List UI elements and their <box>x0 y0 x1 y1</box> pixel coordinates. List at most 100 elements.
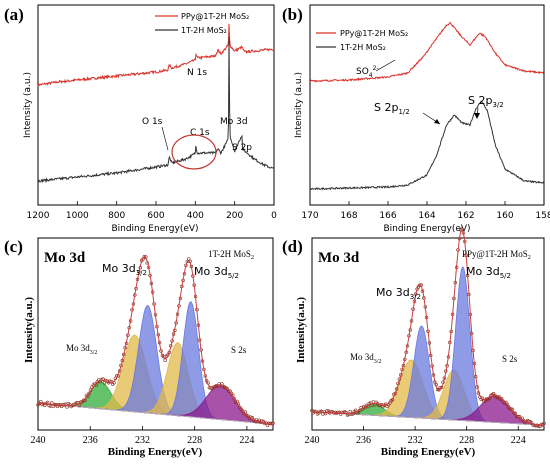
panel-c-mo3d32-small-label: Mo 3d3/2 <box>66 343 97 356</box>
panel-d-xlabel: Binding Energy(eV) <box>381 446 476 458</box>
raw-data-point <box>336 410 340 415</box>
raw-data-point <box>79 400 83 404</box>
xtick-label: 158 <box>535 211 550 221</box>
panel-d-sample-sub: 2 <box>528 255 531 261</box>
panel-b-s2p12-sub: 1/2 <box>398 108 409 116</box>
panel-a-s2p-label: S 2p <box>232 143 252 153</box>
xtick-label: 228 <box>187 435 202 446</box>
panel-b-letter: (b) <box>282 5 303 24</box>
panel-b-so4-pointer <box>375 59 396 72</box>
fit-baseline <box>312 411 544 426</box>
raw-data-point <box>509 407 513 412</box>
panel-a-legend-text-2: 1T-2H MoS₂ <box>181 26 227 35</box>
panel-c-mo3d32-main: Mo 3d <box>102 262 136 275</box>
xtick-label: 170 <box>301 211 318 221</box>
panel-b-so4-sup: 2- <box>373 65 379 72</box>
panel-c-mo3d52-main: Mo 3d <box>194 265 228 278</box>
panel-d-frame <box>311 237 545 431</box>
xtick-label: 400 <box>187 211 204 221</box>
panel-a-series <box>37 23 275 184</box>
panel-d-sample: PPy@1T-2H MoS2 <box>462 249 531 261</box>
panel-a-xlabel: Binding Energy(eV) <box>111 224 198 234</box>
raw-data-point <box>225 387 230 391</box>
panel-c-xticks: 240 236 232 228 224 <box>31 426 254 446</box>
raw-data-point <box>81 398 86 402</box>
xtick-label: 168 <box>340 211 357 221</box>
panel-d-mo3d52-label: Mo 3d5/2 <box>466 265 511 280</box>
panel-b-so4-sub: 4 <box>369 72 373 79</box>
xtick-label: 200 <box>226 211 243 221</box>
xtick-label: 162 <box>457 211 474 221</box>
xtick-label: 236 <box>83 435 98 446</box>
panel-b-ylabel: Intensity (a.u.) <box>294 72 304 138</box>
panel-b-s2p12-main: S 2p <box>374 101 398 114</box>
panel-a-frame <box>37 4 275 206</box>
panel-c-mo3d32-small-main: Mo 3d <box>66 343 90 353</box>
raw-data-point <box>371 400 376 404</box>
raw-data-point <box>87 391 91 396</box>
panel-b-so4-label: SO42- <box>356 65 379 79</box>
panel-d-mo3d32-label: Mo 3d3/2 <box>376 286 421 301</box>
fit-envelope <box>312 228 544 426</box>
panel-a-o1s-pointer <box>161 126 169 151</box>
panel-b-legend-text-1: PPy@1T-2H MoS₂ <box>340 29 408 38</box>
panel-b-s2p32-arrowhead <box>474 113 480 119</box>
panel-c-s2s-label: S 2s <box>231 345 247 355</box>
panel-c-sample: 1T-2H MoS2 <box>208 249 254 261</box>
xtick-label: 1200 <box>27 211 50 221</box>
fit-baseline <box>37 402 273 425</box>
xtick-label: 0 <box>271 211 277 221</box>
panel-b-s2p12-arrowhead <box>434 119 440 124</box>
panel-b-s2p32-sub: 3/2 <box>492 101 503 109</box>
panel-a-ylabel: Intensity (a.u.) <box>23 72 33 138</box>
panel-d-title: Mo 3d <box>318 250 360 266</box>
xtick-label: 164 <box>418 211 435 221</box>
raw-data-point <box>232 397 237 401</box>
panel-c-ylabel: Intensity(a.u.) <box>23 297 35 363</box>
panel-b-xticks: 170 168 166 164 162 160 158 <box>301 201 550 221</box>
panel-c-mo3d52-sub: 5/2 <box>228 272 239 280</box>
raw-data-point <box>513 411 517 416</box>
raw-data-point <box>163 358 167 362</box>
panel-c-components <box>36 254 275 428</box>
panel-c-mo3d32-label: Mo 3d3/2 <box>102 262 147 277</box>
xtick-label: 240 <box>305 435 320 446</box>
panel-c-mo3d52-label: Mo 3d5/2 <box>194 265 239 280</box>
raw-data-point <box>516 414 520 419</box>
panel-b-legend-text-2: 1T-2H MoS₂ <box>340 43 386 52</box>
panel-b-series <box>309 21 545 191</box>
panel-a-legend-text-1: PPy@1T-2H MoS₂ <box>181 12 249 21</box>
raw-data-point <box>344 410 348 415</box>
series-line <box>309 21 545 83</box>
panel-c-mo3d32-sub: 3/2 <box>136 269 147 277</box>
xtick-label: 224 <box>511 435 526 446</box>
panel-c-title: Mo 3d <box>44 250 86 266</box>
panel-c-sample-main: 1T-2H MoS <box>208 249 251 259</box>
panel-d-components <box>310 227 546 429</box>
raw-data-point <box>246 414 250 418</box>
xtick-label: 236 <box>356 435 371 446</box>
panel-c-sample-sub: 2 <box>251 255 254 261</box>
panel-a-mo3d-label: Mo 3d <box>220 117 248 127</box>
fit-envelope <box>37 256 274 425</box>
raw-data-point <box>439 385 444 390</box>
panel-b-xlabel: Binding Energy(eV) <box>383 224 470 234</box>
panel-d-mo3d32-small-sub: 3/2 <box>374 359 382 365</box>
raw-data-point <box>271 421 275 425</box>
panel-a-n1s-label: N 1s <box>187 68 207 78</box>
raw-data-point <box>240 409 245 413</box>
xtick-label: 800 <box>108 211 125 221</box>
raw-data-point <box>500 397 504 401</box>
xtick-label: 228 <box>459 435 474 446</box>
series-line <box>309 100 545 191</box>
panel-c-frame <box>37 237 274 431</box>
panel-b-s2p12-label: S 2p1/2 <box>374 101 410 116</box>
panel-a-xticks: 1200 1000 800 600 400 200 0 <box>27 201 277 221</box>
panel-a-c1s-label: C 1s <box>190 128 210 138</box>
panel-b-so4-main: SO <box>356 67 369 77</box>
panel-d-xticks: 240 236 232 228 224 <box>305 426 526 446</box>
panel-c-mo3d32-small-sub: 3/2 <box>90 350 98 356</box>
panel-b-s2p32-main: S 2p <box>468 94 492 107</box>
xtick-label: 232 <box>135 435 150 446</box>
panel-d-mo3d52-main: Mo 3d <box>466 265 500 278</box>
